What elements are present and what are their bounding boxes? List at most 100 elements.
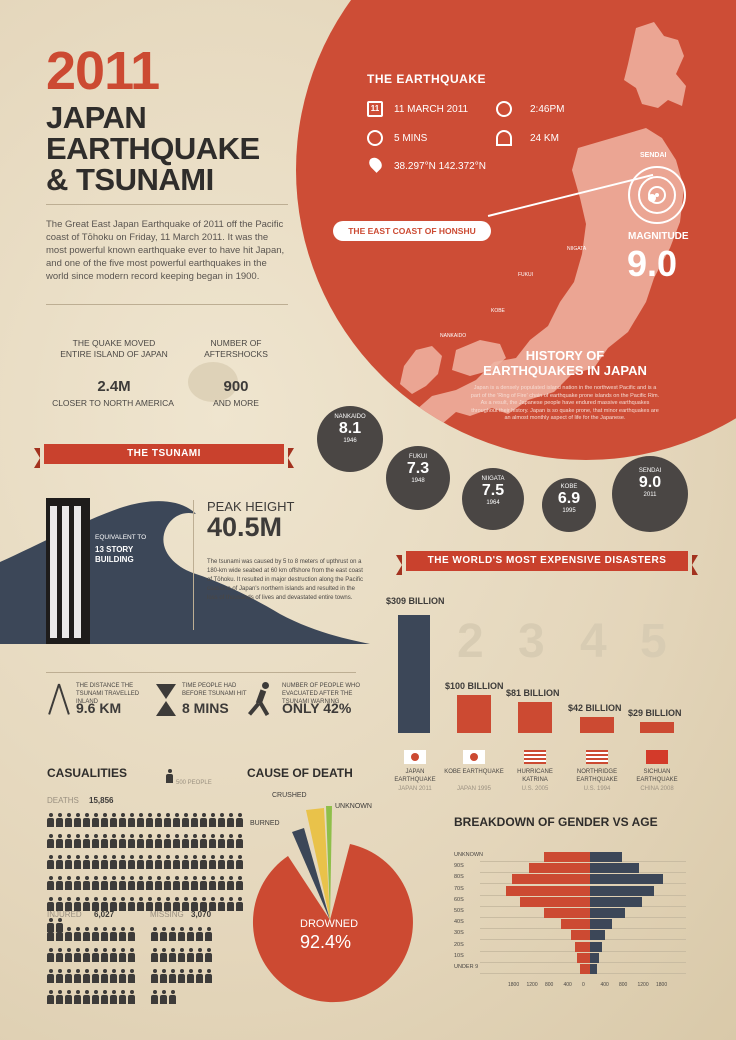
person-icon — [92, 948, 99, 962]
time-caption: TIME PEOPLE HAD BEFORE TSUNAMI HIT — [182, 683, 247, 697]
disaster-name: NORTHRIDGE EARTHQUAKE — [576, 769, 618, 783]
person-icon — [128, 855, 135, 869]
pyramid-tick-label: 1200 — [526, 982, 538, 988]
pyramid-tick-label: 1800 — [656, 982, 668, 988]
age-group-label: 30S — [454, 930, 464, 937]
moved-value: 2.4M — [97, 378, 131, 395]
hourglass-icon — [156, 684, 176, 716]
injured-icon-grid — [46, 926, 136, 1010]
age-group-label: 50S — [454, 908, 464, 914]
person-icon — [209, 834, 216, 848]
slice-crushed — [306, 808, 330, 920]
runner-icon — [247, 682, 274, 717]
person-icon — [47, 876, 54, 890]
male-bar — [574, 941, 590, 952]
female-bar — [590, 874, 663, 885]
person-icon — [182, 897, 189, 911]
disaster-date: JAPAN 2011 — [398, 786, 432, 792]
earthquake-title: THE EARTHQUAKE — [367, 72, 487, 86]
person-icon — [236, 855, 243, 869]
person-icon — [65, 855, 72, 869]
crushed-label: CRUSHED — [272, 792, 307, 799]
person-icon — [92, 834, 99, 848]
person-icon — [182, 813, 189, 827]
age-group-label: 80S — [454, 874, 464, 881]
person-icon — [92, 969, 99, 983]
person-icon — [101, 876, 108, 890]
person-icon — [146, 813, 153, 827]
female-bar — [590, 941, 602, 952]
cause-title: CAUSE OF DEATH — [247, 766, 353, 780]
person-icon — [110, 927, 117, 941]
female-bar — [590, 964, 597, 974]
person-icon — [119, 969, 126, 983]
disaster-date: U.S. 1994 — [583, 786, 611, 792]
person-icon — [128, 897, 135, 911]
person-icon — [200, 855, 207, 869]
person-icon — [128, 834, 135, 848]
title-line-1: JAPAN — [46, 100, 147, 135]
person-icon — [101, 990, 108, 1004]
person-icon — [83, 855, 90, 869]
japan-map — [384, 22, 686, 442]
person-icon — [101, 834, 108, 848]
injured-value: 6,027 — [94, 910, 115, 919]
burned-label: BURNED — [250, 820, 280, 827]
person-icon — [56, 990, 63, 1004]
quake-depth: 24 KM — [530, 133, 559, 144]
rank-number: 4 — [580, 615, 607, 668]
title-year: 2011 — [46, 41, 160, 101]
disaster-name: KOBE EARTHQUAKE — [444, 769, 504, 775]
male-bar — [511, 874, 590, 885]
person-icon — [164, 855, 171, 869]
intro-divider — [46, 304, 288, 305]
gender-title: BREAKDOWN OF GENDER VS AGE — [454, 815, 658, 829]
title-divider — [46, 204, 288, 205]
female-bar — [590, 863, 640, 874]
person-icon — [101, 969, 108, 983]
person-icon — [227, 855, 234, 869]
person-icon — [218, 813, 225, 827]
age-group-label: 60S — [454, 896, 464, 903]
person-icon — [146, 834, 153, 848]
person-icon — [160, 948, 167, 962]
person-icon — [119, 834, 126, 848]
person-icon — [137, 897, 144, 911]
history-circle-fukui: FUKUI 7.3 1948 — [386, 446, 450, 510]
person-icon — [164, 813, 171, 827]
person-icon — [178, 948, 185, 962]
person-icon — [191, 897, 198, 911]
cause-pie — [252, 806, 413, 1003]
person-icon — [92, 813, 99, 827]
person-icon — [83, 813, 90, 827]
male-bar — [543, 852, 590, 862]
person-icon — [56, 834, 63, 848]
person-icon — [74, 834, 81, 848]
person-icon — [137, 876, 144, 890]
person-icon — [119, 813, 126, 827]
person-legend-icon — [166, 769, 173, 783]
person-icon — [218, 876, 225, 890]
person-icon — [83, 897, 90, 911]
person-icon — [56, 855, 63, 869]
disaster-bar — [398, 615, 430, 733]
pyramid-tick-label: 400 — [563, 982, 572, 988]
map-city-nankaido: NANKAIDO — [440, 333, 467, 339]
person-icon — [56, 969, 63, 983]
person-icon — [173, 813, 180, 827]
magnitude-value: 9.0 — [627, 243, 678, 284]
deaths-icon-grid — [46, 812, 246, 938]
person-icon — [169, 927, 176, 941]
person-icon — [155, 897, 162, 911]
person-icon — [47, 855, 54, 869]
disaster-date: U.S. 2005 — [521, 786, 549, 792]
person-icon — [110, 969, 117, 983]
quake-duration: 5 MINS — [394, 133, 428, 144]
country-flag-icon — [404, 750, 426, 764]
quake-coords: 38.297°N 142.372°N — [394, 161, 486, 172]
history-title-2: EARTHQUAKES IN JAPAN — [483, 363, 647, 378]
disaster-bar — [640, 721, 674, 733]
drowned-label: DROWNED — [300, 918, 359, 930]
person-icon — [182, 876, 189, 890]
pyramid-tick-label: 1200 — [637, 982, 649, 988]
